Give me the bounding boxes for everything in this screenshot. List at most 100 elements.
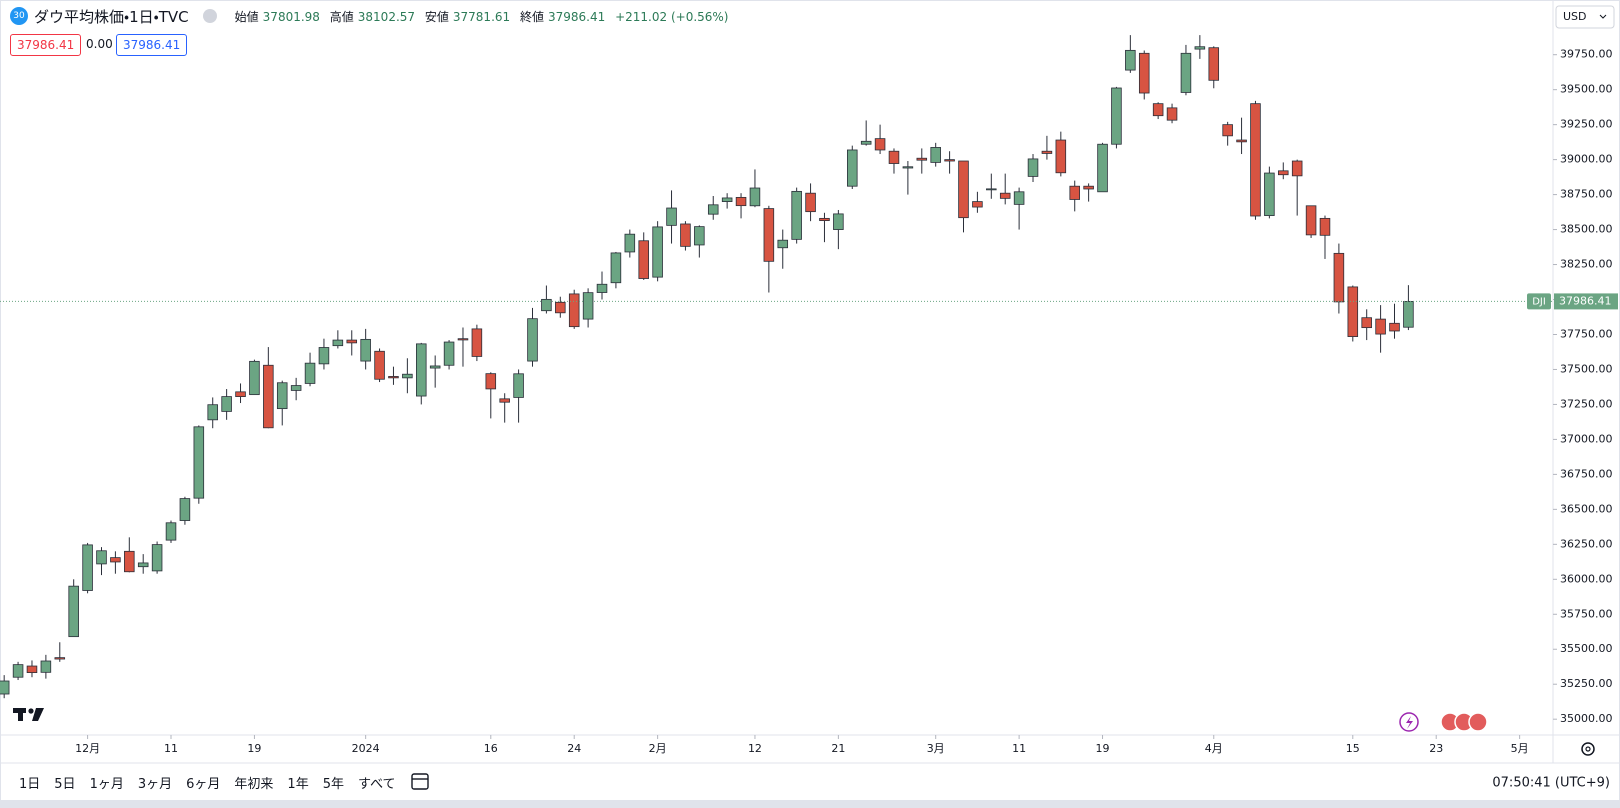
high-label: 高値 (329, 9, 354, 24)
currency[interactable]: USD (1563, 10, 1587, 23)
x-tick-label: 15 (1346, 742, 1360, 755)
candle-body (860, 140, 872, 145)
events[interactable] (1399, 712, 1488, 732)
candle-body (749, 187, 761, 207)
candle-body (26, 665, 38, 674)
range-button[interactable]: 6ヶ月 (186, 776, 221, 792)
buy-price[interactable]: 37986.41 (116, 34, 188, 56)
y-tick-label: 39750.00 (1560, 48, 1613, 61)
range-button[interactable]: 1日 (19, 776, 41, 792)
dropdown-caret (1599, 14, 1607, 19)
y-tick-label: 35500.00 (1560, 642, 1613, 655)
range-button[interactable]: 1ヶ月 (89, 776, 124, 792)
y-tick-label: 35250.00 (1560, 677, 1613, 690)
x-tick-label: 11 (164, 742, 178, 755)
y-tick-label: 37000.00 (1560, 432, 1613, 445)
candle-body (1125, 49, 1136, 71)
candle-body (82, 544, 93, 591)
x-tick-label: 4月 (1205, 742, 1223, 755)
candle-body (930, 147, 941, 163)
candle-body (638, 240, 649, 279)
candle-body (1097, 143, 1108, 193)
candle-body (735, 196, 747, 207)
candle-body (12, 664, 24, 678)
candle-body (1111, 87, 1122, 145)
candle-body (999, 192, 1011, 199)
candle-body (874, 138, 886, 151)
candle-body (707, 204, 719, 215)
settings-icon[interactable] (1581, 742, 1595, 756)
open-label: 始値 (234, 9, 259, 24)
candle-body (1250, 103, 1261, 217)
candle-body (1069, 185, 1080, 200)
candle-body (485, 373, 497, 390)
range-button[interactable]: 年初来 (234, 776, 274, 792)
candle-body (1389, 322, 1400, 332)
candle-body (1027, 158, 1039, 177)
y-tick-label: 36250.00 (1560, 537, 1613, 550)
candle-body (847, 149, 858, 187)
candle-body (1236, 139, 1247, 143)
candle-body (1222, 124, 1233, 137)
candle-body (555, 301, 566, 314)
clock[interactable]: 07:50:41 (UTC+9) (1492, 776, 1610, 791)
y-tick-label: 37250.00 (1560, 397, 1613, 410)
candle-body (624, 233, 636, 253)
candle-body (457, 338, 469, 341)
gear[interactable] (1581, 742, 1595, 756)
x-tick-label: 23 (1429, 742, 1443, 755)
candle-body (374, 350, 385, 380)
range-button[interactable]: 5日 (54, 776, 76, 792)
candle-body (1152, 103, 1164, 117)
candle-body (96, 550, 107, 565)
candle-body (0, 680, 10, 695)
range-button[interactable]: すべて (357, 776, 396, 792)
logo-part (18, 708, 23, 721)
calendar[interactable] (411, 773, 429, 790)
spread: 0.00 (86, 37, 113, 51)
range-button[interactable]: 5年 (322, 776, 344, 792)
candle-body (263, 364, 274, 429)
x-tick-label: 16 (484, 742, 498, 755)
candle-body (582, 292, 594, 320)
x-tick-label: 12 (748, 742, 762, 755)
collapse-button[interactable] (202, 9, 217, 23)
candle-body (179, 498, 191, 521)
candle-body (235, 391, 246, 397)
calendar-icon[interactable] (411, 773, 429, 790)
x-tick-label: 19 (247, 742, 261, 755)
candle-body (1013, 191, 1025, 205)
low-label: 安値 (424, 9, 449, 24)
candle-body (610, 252, 622, 284)
symbol-title[interactable]: ダウ平均株価・1日・TVC (34, 7, 189, 26)
y-tick-label: 38250.00 (1560, 258, 1613, 271)
currency-dropdown[interactable] (1555, 5, 1615, 29)
close-label: 終値 (519, 9, 544, 24)
candle-body (221, 396, 232, 412)
high-value: 38102.57 (357, 9, 416, 24)
candle-body (1180, 52, 1192, 93)
x-tick-label: 2月 (649, 742, 667, 755)
flag-icon[interactable] (1468, 712, 1488, 732)
range-button[interactable]: 1年 (287, 776, 309, 792)
candle-body (54, 657, 66, 660)
candle-body (1041, 150, 1053, 154)
candle-body (666, 207, 677, 226)
candle-body (1305, 205, 1317, 236)
candle-body (596, 283, 608, 293)
x-tick-label: 11 (1012, 742, 1026, 755)
range-button[interactable]: 3ヶ月 (137, 776, 173, 792)
sell-price[interactable]: 37986.41 (10, 34, 82, 56)
price-tag (1554, 293, 1618, 310)
candle-body (1403, 301, 1414, 328)
header: 30 ダウ平均株価・1日・TVC 始値 37801.98 高値 38102.57 安… (10, 6, 739, 26)
candle-body (527, 318, 538, 362)
candle-body (972, 201, 983, 208)
candle-body (40, 660, 52, 673)
candle-body (513, 373, 524, 398)
x-tick-label: 24 (567, 742, 581, 755)
candle-body (694, 226, 705, 246)
bottom-strip (0, 800, 1620, 808)
